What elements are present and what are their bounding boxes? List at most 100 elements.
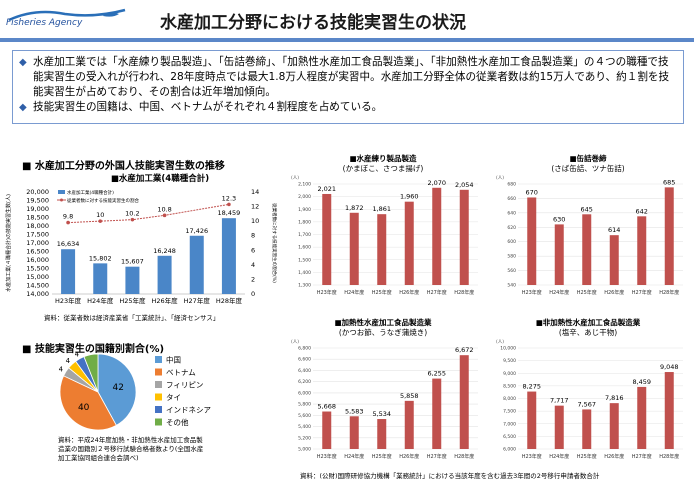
pie-slice xyxy=(97,353,137,426)
legend-line-marker xyxy=(60,198,63,202)
logo-text: Fisheries Agency xyxy=(6,18,83,28)
pie-slice xyxy=(59,375,117,431)
line-point xyxy=(227,202,231,207)
bar-value-label: 1,872 xyxy=(345,204,364,212)
bar-value-label: 2,054 xyxy=(455,181,474,189)
y-tick-label: 16,500 xyxy=(26,248,49,256)
y-tick-label: 580 xyxy=(507,254,516,260)
bar xyxy=(157,255,172,294)
bar-value-label: 5,858 xyxy=(400,392,419,400)
legend-swatch xyxy=(155,418,162,426)
bar xyxy=(61,249,76,294)
y-tick-label: 600 xyxy=(507,239,516,245)
pie-slice-label: 6 xyxy=(88,352,93,354)
chart-title: ■水産練り製品製造 xyxy=(349,153,417,163)
bar-value-label: 17,426 xyxy=(185,227,208,235)
line-value-label: 10.2 xyxy=(125,210,139,218)
y-tick-label: 540 xyxy=(507,283,516,289)
y-tick-label: 2,100 xyxy=(298,182,311,188)
line-value-label: 10.8 xyxy=(157,205,171,213)
summary-box: ◆ 水産加工業では「水産練り製品製造」、「缶詰巻締」、「加熱性水産加工食品製造業… xyxy=(12,50,684,124)
bar xyxy=(221,218,236,294)
bar xyxy=(189,235,204,294)
bar-value-label: 645 xyxy=(581,205,593,213)
bar xyxy=(432,187,442,285)
x-tick-label: H25年度 xyxy=(372,289,392,296)
bar-value-label: 16,248 xyxy=(153,247,176,255)
bar-value-label: 7,567 xyxy=(577,400,596,408)
y2-tick-label: 8 xyxy=(251,232,255,240)
chart-title: ■缶詰巻締 xyxy=(569,153,607,163)
y2-tick-label: 4 xyxy=(251,261,255,269)
bar xyxy=(582,214,592,285)
x-tick-label: H27年度 xyxy=(427,453,447,460)
legend-label: その他 xyxy=(166,417,189,427)
y-axis-label: 水産加工業(４職種合計)の技能実習生数(人) xyxy=(5,194,12,292)
x-tick-label: H23年度 xyxy=(55,296,82,305)
legend-label: 従業者数に対する技能実習生の割合 xyxy=(67,197,139,204)
bar xyxy=(554,405,564,449)
bar xyxy=(527,391,537,449)
y-tick-label: 17,000 xyxy=(26,239,49,247)
bar xyxy=(322,193,332,285)
title-rule xyxy=(0,38,694,42)
legend-label: ベトナム xyxy=(166,368,196,377)
summary-bullet: ◆ 技能実習生の国籍は、中国、ベトナムがそれぞれ４割程度を占めている。 xyxy=(19,100,677,115)
fisheries-agency-logo xyxy=(8,8,126,22)
y2-axis-label: 従業者数に対する技能実習生の割合(%) xyxy=(271,203,278,283)
x-tick-label: H25年度 xyxy=(577,289,597,296)
bar xyxy=(527,197,537,285)
legend-label: 水産加工業(4職種合計) xyxy=(67,189,114,196)
bar xyxy=(609,403,619,449)
bar xyxy=(637,216,647,285)
bar-value-label: 1,861 xyxy=(372,205,391,213)
legend-swatch xyxy=(58,190,65,194)
diamond-bullet-icon: ◆ xyxy=(19,57,27,68)
bar xyxy=(637,386,647,449)
pie-slice xyxy=(83,353,99,393)
bar xyxy=(377,214,387,285)
y-tick-label: 1,600 xyxy=(298,245,311,251)
y-tick-label: 5,200 xyxy=(298,435,311,441)
note-line: 資料：平成24年度加熱・非加熱性水産加工食品製 xyxy=(58,436,203,444)
x-tick-label: H28年度 xyxy=(216,296,243,305)
bar-value-label: 8,275 xyxy=(522,383,541,391)
legend-label: タイ xyxy=(166,393,181,402)
y-tick-label: 5,600 xyxy=(298,413,311,419)
note-line: 造業の国籍別２号移行試験合格者数より(全国水産 xyxy=(58,445,204,453)
x-tick-label: H27年度 xyxy=(632,453,652,460)
y-tick-label: 18,000 xyxy=(26,222,49,230)
y2-tick-label: 6 xyxy=(251,246,255,254)
x-tick-label: H28年度 xyxy=(454,289,474,296)
page-title: 水産加工分野における技能実習生の状況 xyxy=(160,13,466,33)
y-tick-label: 1,800 xyxy=(298,219,311,225)
legend-swatch xyxy=(155,356,162,363)
y-tick-label: 7,000 xyxy=(503,421,516,427)
bar-value-label: 7,816 xyxy=(605,394,624,402)
y-tick-label: 19,000 xyxy=(26,205,49,213)
x-tick-label: H24年度 xyxy=(344,289,364,296)
pie-slice-label: 4 xyxy=(75,352,80,358)
bar xyxy=(377,419,387,449)
y-tick-label: 6,000 xyxy=(503,447,516,453)
unit-label: (人) xyxy=(291,339,299,345)
x-tick-label: H28年度 xyxy=(659,289,679,296)
y-tick-label: 8,000 xyxy=(503,396,516,402)
y-tick-label: 18,500 xyxy=(26,214,49,222)
x-tick-label: H24年度 xyxy=(549,289,569,296)
bar-value-label: 5,583 xyxy=(345,407,364,415)
y-tick-label: 5,000 xyxy=(298,447,311,453)
x-tick-label: H24年度 xyxy=(344,453,364,460)
y-tick-label: 5,800 xyxy=(298,402,311,408)
bar xyxy=(322,411,332,449)
bar xyxy=(404,400,414,449)
legend-label: 中国 xyxy=(166,355,181,365)
bar xyxy=(664,372,674,449)
y-tick-label: 5,400 xyxy=(298,424,311,430)
x-tick-label: H26年度 xyxy=(399,453,419,460)
bar xyxy=(432,378,442,449)
bar xyxy=(404,201,414,285)
x-tick-label: H27年度 xyxy=(427,289,447,296)
bar-value-label: 630 xyxy=(553,215,565,223)
bar-value-label: 7,717 xyxy=(550,397,569,405)
